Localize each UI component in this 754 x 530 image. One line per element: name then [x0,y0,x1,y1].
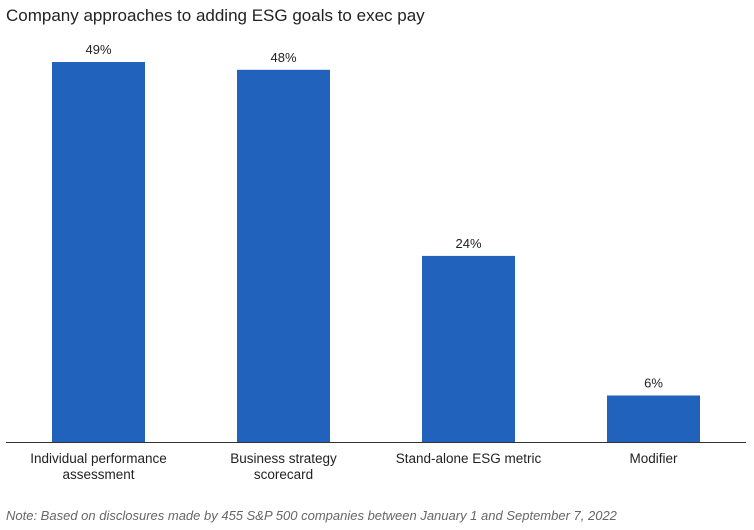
bar-2 [237,69,330,443]
tick-label-3-line-1: Stand-alone ESG metric [396,451,542,466]
tick-label-2-line-1: Business strategy [230,451,337,466]
bar-1 [52,62,145,442]
tick-label-2-line-2: scorecard [254,467,313,482]
value-label-1: 49% [85,42,111,57]
chart-note: Note: Based on disclosures made by 455 S… [6,508,617,523]
value-label-3: 24% [455,236,481,251]
tick-label-1-line-2: assessment [62,467,134,482]
bars-layer [52,62,700,443]
bar-3 [422,255,515,442]
value-label-2: 48% [270,50,296,65]
tick-label-1-line-1: Individual performance [30,451,167,466]
tick-label-4-line-1: Modifier [629,451,678,466]
chart-title: Company approaches to adding ESG goals t… [6,6,425,25]
value-labels-layer: 49% 48% 24% 6% [85,42,663,391]
bar-4 [607,395,700,442]
value-label-4: 6% [644,376,663,391]
